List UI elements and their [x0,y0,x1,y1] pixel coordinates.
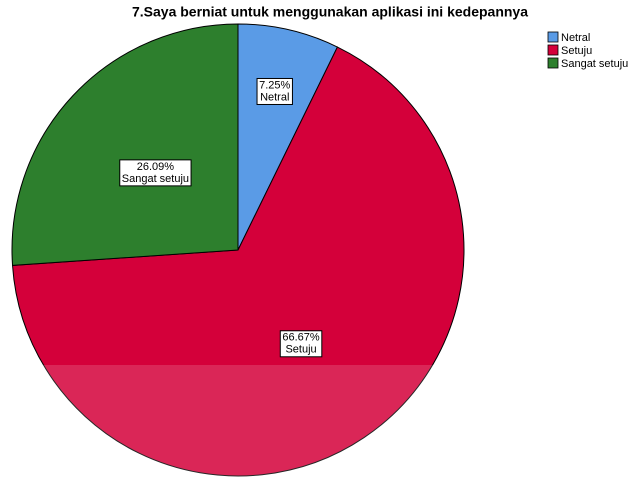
data-label: 66.67%Setuju [279,330,323,358]
legend-swatch [547,57,559,69]
legend-label: Sangat setuju [561,58,628,70]
label-box [119,159,192,187]
legend-swatch [547,44,559,56]
pie-slice [11,46,465,477]
legend-label: Setuju [561,45,592,57]
label-value: 66.67% [282,332,320,344]
label-category: Setuju [285,344,316,356]
label-value: 7.25% [259,79,290,91]
chart-title: 7.Saya berniat untuk menggunakan aplikas… [132,4,528,20]
data-label: 26.09%Sangat setuju [119,159,192,187]
legend-label: Netral [561,32,590,44]
label-category: Netral [260,91,289,103]
label-value: 26.09% [137,161,175,173]
watermark [0,365,470,478]
label-box [256,77,293,105]
pie-slice [11,23,239,266]
label-category: Sangat setuju [122,173,189,185]
data-label: 7.25%Netral [256,77,293,105]
legend-swatch [547,31,559,43]
label-box [279,330,323,358]
